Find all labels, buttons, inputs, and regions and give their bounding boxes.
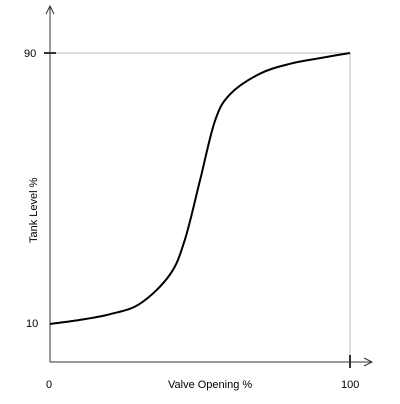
y-tick-label-90: 90 <box>24 48 36 60</box>
series-line <box>50 53 350 324</box>
y-axis-label: Tank Level % <box>28 177 40 243</box>
x-tick-label-0: 0 <box>46 379 52 391</box>
x-tick-label-100: 100 <box>341 379 359 391</box>
y-tick-label-10: 10 <box>26 318 38 330</box>
x-axis-label: Valve Opening % <box>168 379 252 391</box>
